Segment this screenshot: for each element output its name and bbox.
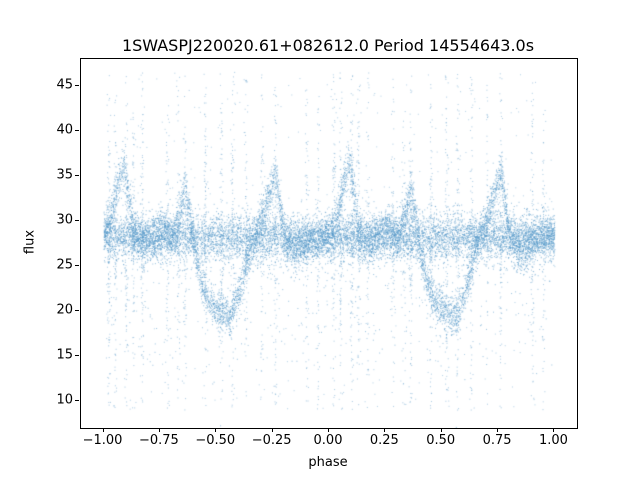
x-tick-mark bbox=[328, 428, 329, 432]
x-axis-label: phase bbox=[308, 455, 348, 470]
y-tick-label: 40 bbox=[56, 122, 73, 138]
y-tick-label: 25 bbox=[56, 257, 73, 273]
y-tick-mark bbox=[75, 265, 79, 266]
x-tick-label: 0.75 bbox=[482, 433, 512, 448]
chart-title: 1SWASPJ220020.61+082612.0 Period 1455464… bbox=[121, 36, 535, 55]
y-axis-label: flux bbox=[22, 229, 38, 255]
y-tick-mark bbox=[75, 130, 79, 131]
y-tick-label: 45 bbox=[56, 77, 73, 93]
x-tick-mark bbox=[497, 428, 499, 432]
x-tick-label: −0.25 bbox=[251, 433, 292, 448]
y-tick-mark bbox=[75, 310, 79, 311]
plot-area bbox=[80, 58, 578, 429]
y-tick-label: 30 bbox=[56, 212, 73, 228]
x-tick-label: −1.00 bbox=[82, 433, 123, 448]
x-tick-mark bbox=[271, 428, 273, 432]
y-tick-mark bbox=[75, 220, 79, 221]
scatter-canvas bbox=[81, 59, 577, 428]
y-tick-label: 35 bbox=[56, 167, 73, 183]
x-tick-label: 1.00 bbox=[538, 433, 568, 448]
x-tick-mark bbox=[102, 428, 104, 432]
y-tick-mark bbox=[75, 355, 79, 356]
x-tick-mark bbox=[215, 428, 217, 432]
x-tick-mark bbox=[553, 428, 555, 432]
y-tick-mark bbox=[75, 175, 79, 176]
x-tick-label: 0.00 bbox=[313, 433, 343, 448]
y-tick-label: 10 bbox=[56, 392, 73, 408]
x-tick-label: −0.50 bbox=[195, 433, 236, 448]
y-tick-label: 15 bbox=[56, 347, 73, 363]
y-tick-mark bbox=[75, 85, 79, 86]
x-tick-mark bbox=[440, 428, 442, 432]
y-tick-mark bbox=[75, 400, 79, 401]
y-tick-label: 20 bbox=[56, 302, 73, 318]
x-tick-label: −0.75 bbox=[138, 433, 179, 448]
x-tick-label: 0.50 bbox=[426, 433, 456, 448]
x-tick-mark bbox=[158, 428, 160, 432]
x-tick-mark bbox=[384, 428, 386, 432]
x-tick-label: 0.25 bbox=[369, 433, 399, 448]
